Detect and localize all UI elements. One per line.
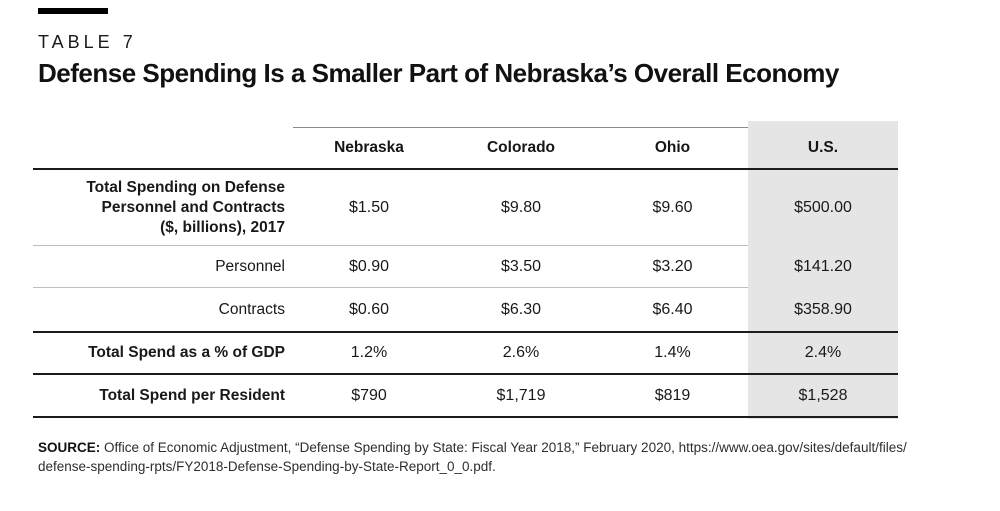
column-header-spacer (33, 127, 293, 168)
value-cell: 2.4% (804, 344, 842, 361)
value-cell: $9.80 (445, 170, 597, 246)
value-cell: 1.4% (654, 344, 691, 361)
value-cell: $141.20 (794, 258, 852, 275)
header-row: Nebraska Colorado Ohio U.S. (33, 127, 898, 170)
value-cell: $3.50 (445, 246, 597, 288)
data-table: Nebraska Colorado Ohio U.S. Total Spendi… (33, 127, 898, 418)
row-label: Total Spend as a % of GDP (88, 344, 285, 361)
table-row: Total Spending on Defense Personnel and … (33, 170, 898, 246)
value-cell: $1.50 (293, 170, 445, 246)
column-header-colorado: Colorado (445, 127, 597, 168)
table-row: Total Spend per Resident $790 $1,719 $81… (33, 375, 898, 418)
value-cell: $819 (654, 386, 691, 404)
table-row: Personnel $0.90 $3.50 $3.20 $141.20 (33, 246, 898, 288)
row-label: Total Spend per Resident (99, 386, 285, 404)
column-header-nebraska: Nebraska (293, 127, 445, 168)
value-cell: $790 (351, 386, 387, 404)
row-label-text: Total Spending on Defense Personnel and … (86, 178, 285, 238)
value-cell: $1,528 (798, 386, 848, 404)
value-cell: $6.40 (652, 300, 693, 318)
table-marker-bar (38, 8, 108, 14)
column-header-us: U.S. (807, 138, 839, 156)
table-number-label: TABLE 7 (38, 32, 137, 52)
row-label-line: Total Spending on Defense (86, 178, 285, 196)
row-label-line: ($, billions), 2017 (160, 218, 285, 236)
value-cell: 2.6% (502, 344, 540, 361)
row-label: Contracts (218, 300, 285, 318)
row-label: Personnel (33, 246, 293, 288)
value-cell: $500.00 (794, 199, 852, 216)
value-cell: 1.2% (350, 344, 388, 361)
value-cell: $6.30 (500, 300, 542, 318)
value-cell: $0.90 (293, 246, 445, 288)
value-cell: $3.20 (597, 246, 748, 288)
column-header-ohio: Ohio (597, 127, 748, 168)
source-line-2: defense-spending-rpts/FY2018-Defense-Spe… (38, 459, 496, 474)
source-line-1: SOURCE: Office of Economic Adjustment, “… (38, 438, 983, 457)
value-cell: $358.90 (794, 300, 852, 318)
table-row: Total Spend as a % of GDP 1.2% 2.6% 1.4%… (33, 333, 898, 375)
row-label-line: Personnel and Contracts (101, 198, 285, 216)
value-cell: $0.60 (348, 300, 390, 318)
source-note: SOURCE: Office of Economic Adjustment, “… (38, 438, 983, 476)
row-label: Total Spending on Defense Personnel and … (33, 170, 293, 246)
value-cell: $1,719 (496, 386, 546, 404)
value-cell: $9.60 (597, 170, 748, 246)
table-row: Contracts $0.60 $6.30 $6.40 $358.90 (33, 288, 898, 333)
source-text: Office of Economic Adjustment, “Defense … (100, 440, 907, 455)
us-column-highlight-band (748, 121, 898, 419)
table-title: Defense Spending Is a Smaller Part of Ne… (38, 58, 839, 88)
source-label: SOURCE: (38, 440, 101, 455)
